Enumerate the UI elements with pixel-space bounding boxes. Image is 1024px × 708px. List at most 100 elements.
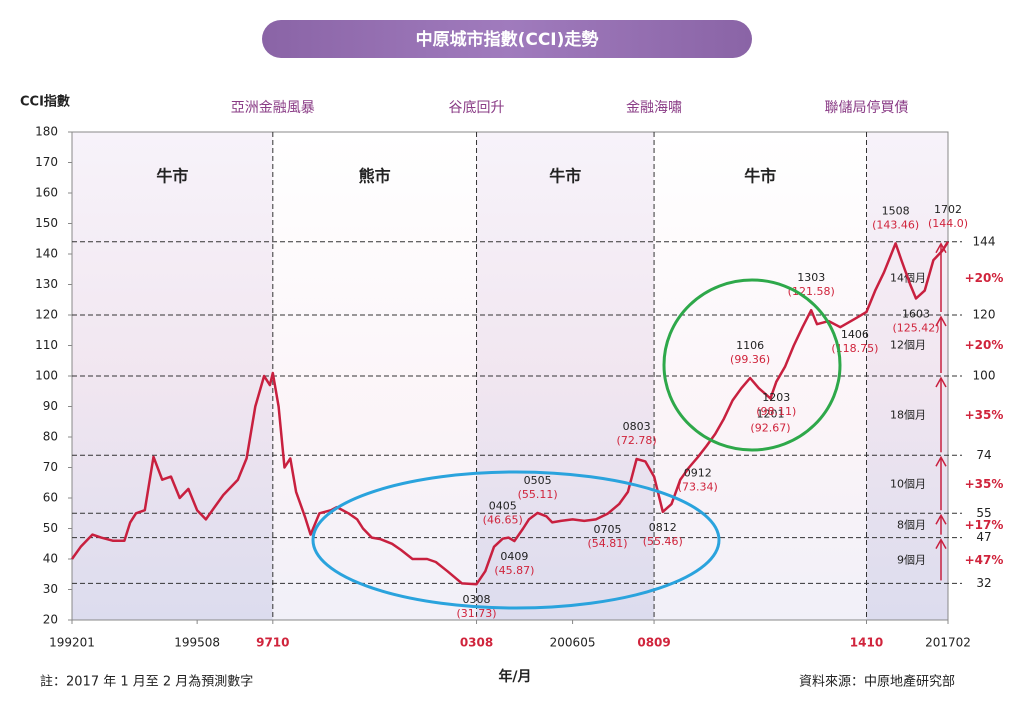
plot-background (68, 131, 962, 624)
ref-line-label: 55 (976, 506, 991, 520)
x-tick-label: 9710 (256, 636, 289, 650)
y-tick-label: 140 (35, 247, 58, 261)
region-label: 牛市 (549, 167, 581, 186)
point-value-label: (99.36) (730, 353, 770, 366)
point-value-label: (55.46) (643, 535, 683, 548)
ref-line-label: 47 (976, 530, 991, 544)
plot-foreground: 牛市 熊市 牛市 牛市 20 30 40 50 60 70 80 90 100 110 120 130 140 1… (35, 99, 1003, 650)
gain-arrow-head (935, 538, 947, 550)
region-label: 牛市 (744, 167, 776, 186)
region (272, 132, 477, 620)
y-tick-label: 30 (43, 582, 58, 596)
y-tick-label: 70 (43, 460, 58, 474)
point-value-label: (144.0) (928, 217, 968, 230)
point-date-label: 1203 (762, 391, 790, 404)
gain-arrow-head (935, 376, 947, 388)
point-value-label: (45.87) (494, 564, 534, 577)
point-date-label: 1603 (902, 307, 930, 320)
y-axis-label: CCI指數 (20, 94, 70, 110)
region-label: 牛市 (156, 167, 188, 186)
point-date-label: 0812 (649, 521, 677, 534)
cci-line (70, 241, 950, 586)
point-value-label: (143.46) (872, 218, 919, 231)
highlight-circle (662, 278, 842, 452)
gain-period: 9個月 (897, 554, 926, 567)
y-tick-label: 100 (35, 369, 58, 383)
y-tick-label: 80 (43, 430, 58, 444)
point-value-label: (98.11) (756, 405, 796, 418)
point-date-label: 1406 (841, 328, 869, 341)
ref-line-label: 32 (976, 576, 991, 590)
y-tick-label: 40 (43, 552, 58, 566)
region-label: 熊市 (359, 167, 391, 186)
point-value-label: (55.11) (518, 488, 558, 501)
y-tick-label: 180 (35, 125, 58, 139)
x-tick-label: 0809 (637, 636, 670, 650)
ref-line-label: 120 (973, 308, 996, 322)
x-tick-label: 200605 (550, 636, 596, 650)
point-date-label: 0705 (593, 523, 621, 536)
gain-arrow-head (935, 513, 947, 525)
event-label: 亞洲金融風暴 (231, 100, 315, 116)
gain-period: 10個月 (890, 477, 926, 490)
gain-change: +20% (965, 338, 1004, 352)
event-label: 谷底回升 (449, 100, 505, 116)
gain-change: +35% (965, 408, 1004, 422)
point-value-label: (31.73) (456, 607, 496, 620)
gain-change: +17% (965, 518, 1004, 532)
point-value-label: (73.34) (678, 480, 718, 493)
point-date-label: 1508 (882, 204, 910, 217)
gain-change: +35% (965, 477, 1004, 491)
y-tick-label: 160 (35, 186, 58, 200)
point-value-label: (72.78) (617, 434, 657, 447)
point-value-label: (54.81) (587, 537, 627, 550)
point-value-label: (118.75) (831, 342, 878, 355)
point-date-label: 1201 (756, 407, 784, 420)
event-label: 聯儲局停買債 (825, 99, 909, 116)
point-date-label: 0308 (463, 593, 491, 606)
gain-period: 8個月 (897, 518, 926, 531)
chart-title: 中原城市指數(CCI)走勢 (416, 29, 599, 50)
point-date-label: 0505 (524, 474, 552, 487)
event-label: 金融海嘯 (626, 100, 682, 116)
gain-arrow-head (935, 455, 947, 467)
point-date-label: 1303 (797, 271, 825, 284)
highlight-ellipse (311, 470, 721, 610)
point-value-label: (125.42) (892, 321, 939, 334)
y-tick-label: 60 (43, 491, 58, 505)
note: 註：2017 年 1 月至 2 月為預測數字 (40, 674, 253, 690)
ref-line-label: 144 (973, 234, 996, 248)
y-tick-label: 130 (35, 277, 58, 291)
y-tick-label: 110 (35, 338, 58, 352)
gain-period: 12個月 (890, 339, 926, 352)
point-date-label: 0409 (500, 550, 528, 563)
x-axis-label: 年/月 (498, 668, 531, 685)
y-tick-label: 20 (43, 613, 58, 627)
x-tick-label: 201702 (925, 636, 971, 650)
x-tick-label: 1410 (850, 636, 883, 650)
gain-change: +20% (965, 271, 1004, 285)
point-date-label: 1702 (934, 203, 962, 216)
point-date-label: 0803 (623, 420, 651, 433)
source: 資料來源：中原地產研究部 (799, 674, 955, 690)
point-date-label: 0912 (684, 466, 712, 479)
x-tick-label: 199508 (174, 636, 220, 650)
gain-period: 18個月 (890, 409, 926, 422)
ref-line-label: 74 (976, 448, 991, 462)
y-tick-label: 90 (43, 399, 58, 413)
y-tick-label: 150 (35, 216, 58, 230)
y-tick-label: 50 (43, 521, 58, 535)
y-tick-label: 120 (35, 308, 58, 322)
point-value-label: (46.65) (483, 514, 523, 527)
point-date-label: 1106 (736, 339, 764, 352)
point-value-label: (92.67) (750, 421, 790, 434)
title-pill (262, 20, 752, 58)
ref-line-label: 100 (973, 369, 996, 383)
point-date-label: 0405 (489, 500, 517, 513)
gain-change: +47% (965, 553, 1004, 567)
x-tick-label: 199201 (49, 636, 95, 650)
gain-arrow-head (935, 315, 947, 327)
x-tick-label: 0308 (460, 636, 493, 650)
